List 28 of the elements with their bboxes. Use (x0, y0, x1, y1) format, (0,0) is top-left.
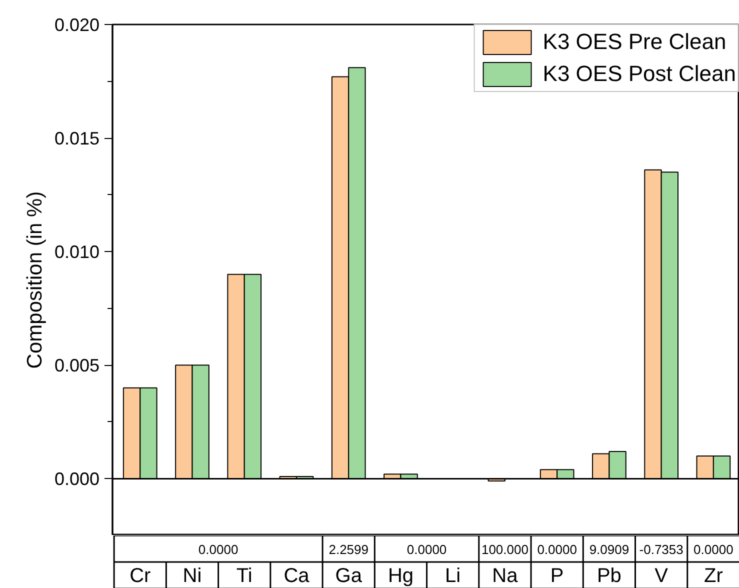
x-tick-label: Li (445, 564, 461, 587)
x-tick-label: Ca (284, 564, 310, 587)
x-tick-label: Hg (388, 564, 414, 587)
x-tick-label: V (654, 564, 669, 587)
x-tick-label: Na (492, 564, 519, 587)
text: 9.0909 (589, 542, 630, 557)
x-tick-label: Zr (704, 564, 724, 587)
text: -0.7353 (639, 542, 684, 557)
text: 100.000 (481, 542, 528, 557)
y-tick-label: 0.015 (54, 128, 100, 149)
text: 0.0000 (537, 542, 577, 557)
y-tick-label: 0.020 (54, 15, 100, 35)
x-tick-label: Ni (182, 564, 202, 587)
text: 2.2599 (328, 542, 368, 557)
y-tick-label: 0.000 (54, 469, 100, 490)
text: 0.0000 (198, 542, 238, 557)
y-tick-label: 0.010 (54, 242, 100, 262)
text: 0.0000 (406, 542, 447, 557)
y-axis-title: Composition (in %) (23, 191, 46, 369)
y-tick-label: 0.005 (54, 356, 100, 376)
x-tick-label: Ti (236, 564, 252, 587)
legend-label: K3 OES Post Clean (542, 61, 736, 87)
x-tick-label: Cr (130, 564, 152, 587)
x-tick-label: Ga (335, 564, 363, 587)
legend-label: K3 OES Pre Clean (542, 29, 726, 55)
x-tick-label: P (550, 564, 564, 587)
x-tick-label: Pb (596, 564, 622, 587)
text: 0.0000 (694, 542, 734, 557)
